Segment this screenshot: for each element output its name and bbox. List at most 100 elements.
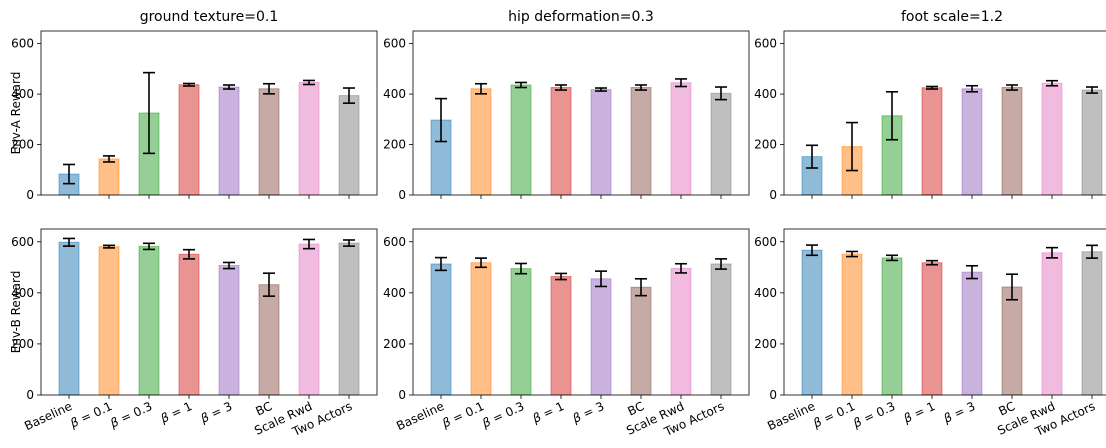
bar: [630, 87, 652, 196]
bar: [1081, 89, 1103, 196]
column-title: foot scale=1.2: [901, 9, 1003, 25]
y-tick-label: 600: [383, 235, 406, 249]
error-bar: [63, 163, 75, 185]
y-tick-label: 0: [26, 388, 34, 402]
bar: [510, 268, 532, 396]
x-tick-label: β = 3: [570, 399, 607, 426]
x-tick-label: β = 1: [158, 399, 195, 426]
error-bar: [183, 248, 195, 260]
error-bar: [475, 257, 487, 269]
bar: [138, 245, 160, 396]
x-tick-label: β = 3: [198, 399, 235, 426]
y-tick-label: 600: [11, 37, 34, 51]
x-tick-label: BC: [996, 399, 1017, 419]
error-bar: [886, 254, 898, 262]
x-tick-label: β = 1: [901, 399, 938, 426]
error-bar: [806, 144, 818, 169]
error-bar: [595, 270, 607, 288]
error-bar: [966, 264, 978, 280]
y-tick-label: 200: [11, 138, 34, 152]
error-bar: [263, 272, 275, 297]
error-bar: [595, 87, 607, 92]
axes-frame: [412, 228, 750, 396]
x-tick-label: Baseline: [394, 399, 446, 433]
bar: [961, 88, 983, 196]
bar: [430, 263, 452, 396]
y-tick-label: 400: [383, 87, 406, 101]
bar: [670, 267, 692, 396]
y-tick-label: 400: [11, 286, 34, 300]
bar: [338, 95, 360, 196]
y-tick-label: 600: [11, 235, 34, 249]
x-tick-label: β = 0.3: [850, 399, 897, 431]
bar: [1081, 251, 1103, 396]
error-bar: [1086, 244, 1098, 259]
panels-group: ground texture=0.1 hip deformation=0.3 foo…: [9, 9, 1106, 439]
bar: [921, 262, 943, 396]
y-tick-label: 200: [383, 138, 406, 152]
y-tick-label: 400: [11, 87, 34, 101]
bar: [590, 89, 612, 196]
error-bar: [223, 84, 235, 90]
error-bar: [635, 277, 647, 297]
column-title: ground texture=0.1: [140, 9, 279, 25]
bar: [218, 86, 240, 196]
y-tick-label: 0: [769, 388, 777, 402]
bar: [98, 246, 120, 396]
error-bar: [143, 242, 155, 251]
error-bar: [1006, 273, 1018, 301]
bar: [961, 271, 983, 396]
error-bar: [263, 82, 275, 95]
bar: [258, 284, 280, 396]
y-axis-label: Env-A Reward: [9, 72, 23, 155]
error-bar: [1086, 86, 1098, 94]
chart-panel: 0 200 400 600: [11, 30, 378, 202]
bar: [1041, 82, 1063, 196]
column-title: hip deformation=0.3: [508, 9, 654, 25]
error-bar: [103, 244, 115, 249]
error-bar: [715, 258, 727, 270]
y-tick-label: 200: [754, 337, 777, 351]
x-tick-label: β = 0.1: [67, 399, 114, 431]
bar: [470, 88, 492, 196]
axes-frame: [783, 30, 1106, 196]
error-bar: [435, 97, 447, 143]
bar: [470, 262, 492, 396]
axes-frame: [412, 30, 750, 196]
error-bar: [846, 250, 858, 258]
bar: [58, 241, 80, 396]
error-bar: [675, 262, 687, 274]
x-tick-label: β = 0.1: [810, 399, 857, 431]
error-bar: [1046, 79, 1058, 87]
bar: [921, 87, 943, 196]
bar: [298, 243, 320, 396]
error-bar: [303, 238, 315, 250]
error-bar: [806, 244, 818, 257]
error-bar: [635, 84, 647, 91]
y-tick-label: 200: [754, 138, 777, 152]
error-bar: [183, 82, 195, 87]
y-tick-label: 400: [754, 87, 777, 101]
x-tick-label: β = 0.1: [439, 399, 486, 431]
x-tick-label: β = 1: [530, 399, 567, 426]
x-tick-label: Baseline: [22, 399, 74, 433]
y-tick-label: 200: [383, 337, 406, 351]
y-tick-label: 200: [11, 337, 34, 351]
bar: [550, 87, 572, 196]
bar: [298, 81, 320, 196]
y-tick-label: 0: [769, 188, 777, 202]
axes-frame: [40, 30, 378, 196]
y-tick-label: 400: [383, 286, 406, 300]
bar: [1001, 87, 1023, 196]
y-axis-label: Env-B Reward: [9, 271, 23, 354]
bar: [710, 92, 732, 196]
axes-frame: [40, 228, 378, 396]
error-bar: [926, 85, 938, 90]
y-tick-label: 600: [754, 235, 777, 249]
error-bar: [103, 155, 115, 163]
x-tick-label: β = 3: [941, 399, 978, 426]
bar: [178, 253, 200, 396]
error-bar: [1006, 84, 1018, 91]
